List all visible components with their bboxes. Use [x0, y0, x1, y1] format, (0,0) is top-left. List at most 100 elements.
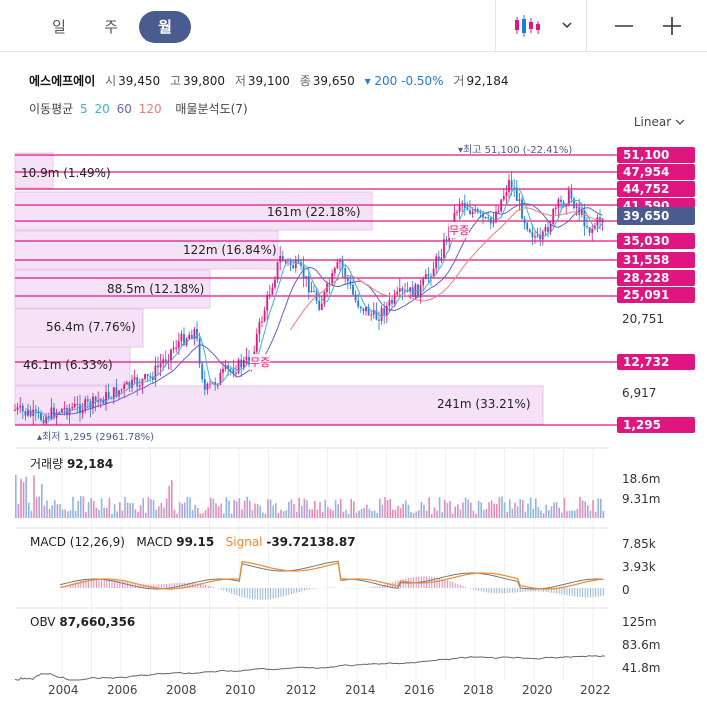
- candle: [583, 210, 586, 227]
- candle: [94, 396, 97, 402]
- candle: [66, 408, 68, 416]
- tab-day[interactable]: 일: [52, 18, 66, 36]
- candle: [86, 399, 89, 402]
- candle: [479, 212, 482, 214]
- volume-bar: [150, 499, 152, 518]
- stock-chart[interactable]: [0, 140, 707, 685]
- candle: [34, 409, 37, 412]
- candle: [567, 190, 570, 206]
- volume-bar: [462, 502, 464, 518]
- volume-bar: [519, 499, 521, 518]
- candle: [29, 410, 32, 416]
- volume-bar: [108, 497, 111, 518]
- candle: [469, 210, 471, 215]
- volume-bar: [147, 497, 150, 518]
- volume-bar: [285, 510, 287, 518]
- current-price-tag: 39,650: [617, 207, 695, 225]
- candle: [344, 268, 347, 278]
- candle: [346, 277, 349, 282]
- chart-type-candlestick-icon[interactable]: [512, 12, 577, 40]
- volume-bar: [124, 497, 126, 518]
- ma-label: 이동평균: [29, 102, 74, 116]
- price-tag: 25,091: [617, 287, 695, 303]
- zoom-out-icon[interactable]: [612, 12, 636, 40]
- volume-bar: [69, 510, 72, 518]
- open-value: 39,450: [118, 74, 161, 88]
- volume-bar: [501, 496, 503, 518]
- candle: [456, 211, 458, 213]
- x-axis-year: 2022: [580, 683, 611, 697]
- volume-bar: [129, 503, 131, 518]
- candle: [354, 294, 357, 301]
- volume-bar: [566, 511, 568, 518]
- macd-axis-label: 3.93k: [622, 560, 656, 574]
- candle: [323, 291, 326, 304]
- candle: [24, 411, 27, 416]
- volume-bar: [173, 509, 176, 518]
- candle: [515, 189, 518, 202]
- low-value: 39,100: [247, 74, 290, 88]
- volume-bar: [82, 496, 85, 518]
- candle: [378, 319, 380, 321]
- candle: [380, 308, 383, 321]
- volume-bar: [475, 513, 477, 518]
- price-tag: 44,752: [617, 181, 695, 197]
- volume-bar: [74, 510, 77, 518]
- macd-axis-label: 0: [622, 583, 630, 597]
- candle: [242, 359, 245, 368]
- volume-bar: [236, 501, 238, 518]
- signal-label: Signal: [225, 535, 263, 549]
- volume-bar: [529, 497, 532, 518]
- volume-bar: [563, 498, 566, 518]
- tab-month[interactable]: 월: [139, 11, 191, 43]
- candle: [500, 199, 503, 212]
- x-axis-year: 2012: [286, 683, 317, 697]
- volume-bar: [438, 497, 441, 518]
- candle: [443, 239, 445, 258]
- volume-bar: [587, 505, 589, 518]
- volume-bar: [87, 501, 90, 518]
- candle: [115, 387, 118, 397]
- volume-bar: [402, 503, 404, 518]
- candle: [331, 273, 334, 285]
- volume-bar: [493, 503, 495, 518]
- volume-bar: [503, 502, 506, 518]
- zoom-in-icon[interactable]: [660, 12, 684, 40]
- volume-bar: [139, 505, 142, 518]
- volume-profile-bar: [14, 269, 211, 309]
- candle: [440, 257, 443, 261]
- candle: [279, 255, 282, 263]
- ma-20: 20: [94, 102, 110, 116]
- volume-bar: [589, 510, 592, 518]
- volume-bar: [98, 509, 100, 518]
- candle: [63, 408, 66, 410]
- scale-mode-dropdown[interactable]: Linear: [634, 115, 685, 129]
- volume-bar: [93, 500, 95, 518]
- stock-name: 에스에프에이: [29, 74, 96, 88]
- candle: [14, 409, 16, 411]
- candle: [21, 405, 24, 412]
- tab-week[interactable]: 주: [104, 18, 118, 36]
- volume-bar: [480, 502, 482, 518]
- volume-bar: [282, 511, 285, 518]
- volume-bar: [332, 510, 334, 518]
- volume-bar: [337, 504, 339, 518]
- volume-bar: [145, 512, 147, 518]
- obv-line: [14, 655, 606, 681]
- volume-bar: [535, 498, 537, 518]
- candle: [536, 235, 539, 237]
- candle: [474, 208, 477, 212]
- volume-bar: [568, 510, 571, 518]
- candle: [198, 338, 201, 365]
- volume-bar: [189, 497, 191, 518]
- volume-profile-label: 매물분석도(7): [175, 102, 248, 116]
- volume-bar: [100, 498, 103, 518]
- volume-bar: [290, 499, 293, 518]
- indicator-legend[interactable]: 이동평균 5 20 60 120 매물분석도(7): [29, 100, 251, 117]
- volume-bar: [477, 500, 480, 518]
- volume-bar: [516, 506, 519, 518]
- price-tag: 12,732: [617, 354, 695, 370]
- candle: [526, 222, 529, 230]
- volume-bar: [181, 503, 183, 518]
- volume-bar: [158, 506, 160, 518]
